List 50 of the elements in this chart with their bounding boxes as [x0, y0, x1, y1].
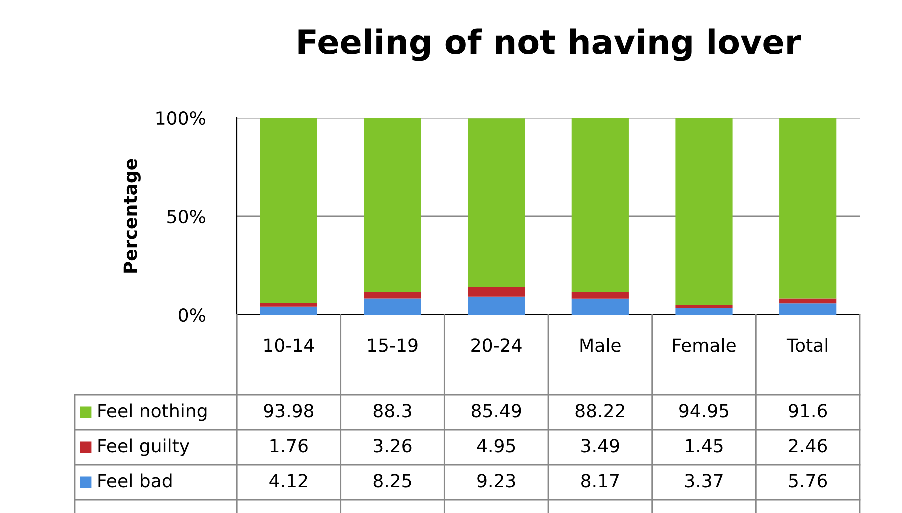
data-label: 3.49: [582, 439, 620, 453]
y-tick-label: 0%: [178, 308, 206, 322]
x-tick-label: Male: [580, 338, 621, 352]
bar: [260, 118, 318, 304]
x-tick-label: 10-14: [264, 338, 314, 352]
data-label: 1.45: [686, 439, 723, 453]
data-label: 91.6: [789, 404, 828, 418]
bar: [260, 303, 318, 307]
bar: [364, 118, 422, 292]
data-label: 8.17: [582, 474, 619, 488]
data-label: 88.3: [374, 404, 412, 418]
x-tick-label: 15-19: [368, 338, 418, 352]
x-tick-label: Female: [673, 338, 736, 352]
data-label: 3.26: [374, 439, 412, 453]
bar: [676, 118, 733, 306]
legend-label: Feel guilty: [98, 438, 190, 456]
bar: [780, 298, 837, 304]
x-tick-label: 20-24: [472, 338, 522, 352]
bar: [468, 296, 526, 315]
bar: [468, 287, 526, 297]
data-label: 9.23: [478, 474, 516, 488]
data-label: 2.46: [789, 439, 828, 453]
data-label: 3.37: [686, 474, 723, 488]
legend-label: Feel bad: [98, 474, 172, 488]
bar: [572, 118, 629, 292]
data-label: 1.76: [270, 439, 308, 453]
data-label: 4.95: [477, 439, 516, 453]
bar: [468, 118, 526, 288]
bar: [572, 292, 629, 299]
bar: [780, 304, 837, 315]
bar: [780, 118, 837, 299]
data-label: 88.22: [576, 404, 624, 418]
data-label: 4.12: [270, 474, 308, 488]
bar: [676, 308, 733, 315]
data-label: 85.49: [472, 404, 522, 418]
bar: [364, 292, 422, 299]
data-label: 93.98: [264, 404, 314, 418]
y-tick-label: 100%: [156, 111, 206, 126]
y-axis-title: Percentage: [124, 159, 141, 273]
bar: [676, 306, 733, 308]
chart-title: Feeling of not having lover: [298, 28, 802, 62]
bar: [260, 306, 318, 315]
data-label: 94.95: [680, 404, 729, 418]
data-label: 5.76: [789, 474, 828, 488]
legend-label: Feel nothing: [98, 404, 207, 422]
bar: [364, 298, 422, 315]
x-tick-label: Total: [786, 338, 828, 352]
data-label: 8.25: [374, 474, 412, 488]
bar: [572, 298, 629, 315]
y-tick-label: 50%: [168, 210, 206, 224]
